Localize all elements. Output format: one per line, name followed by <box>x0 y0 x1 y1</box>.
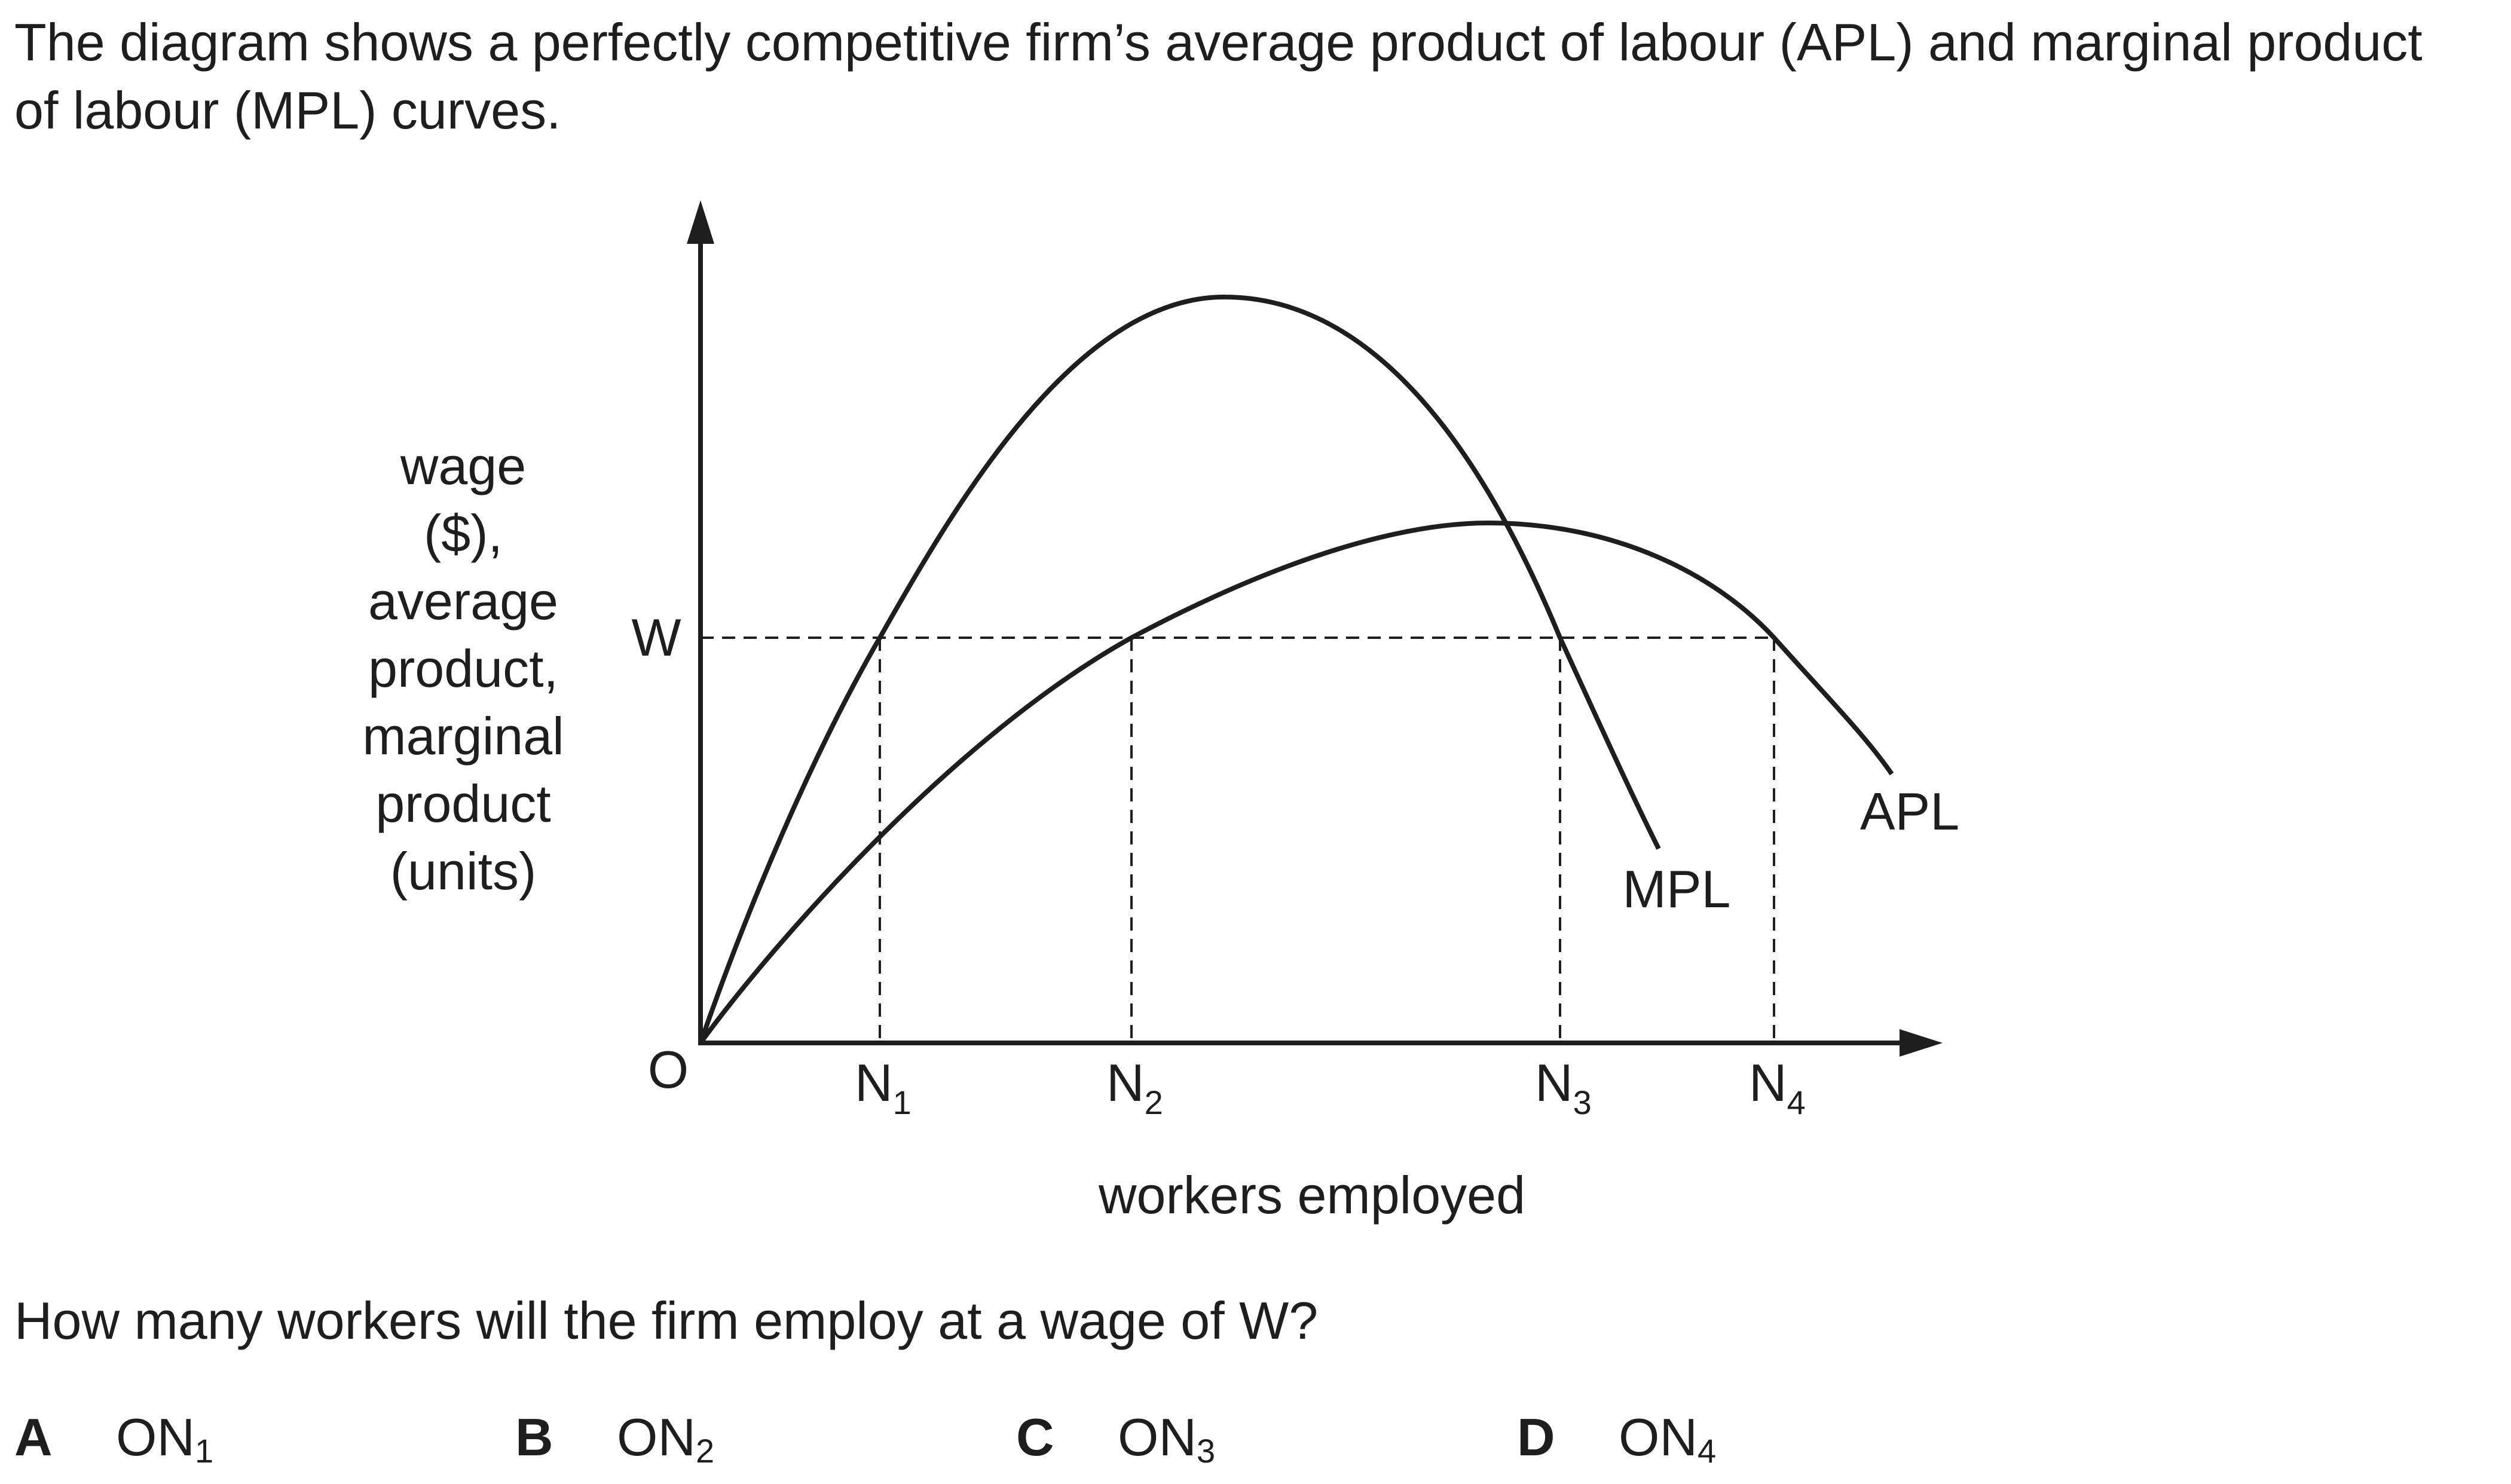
y-axis-arrowhead <box>687 200 714 244</box>
y-axis-label-line: average <box>368 571 558 631</box>
mpl-curve <box>698 294 1661 1044</box>
y-axis-label-line: (units) <box>390 842 537 901</box>
question-intro: The diagram shows a perfectly competitiv… <box>14 13 2423 140</box>
option-subscript: 4 <box>1698 1432 1717 1470</box>
x-axis-arrowhead <box>1900 1029 1943 1057</box>
option-a[interactable]: A ON1 <box>14 1405 213 1484</box>
x-tick-n2: N2 <box>1106 1053 1163 1121</box>
y-axis-label-line: marginal <box>362 706 564 766</box>
x-tick-n3: N3 <box>1535 1053 1592 1121</box>
option-text: ON <box>1619 1407 1698 1467</box>
option-subscript: 3 <box>1197 1432 1216 1470</box>
mpl-label: MPL <box>1623 859 1731 919</box>
option-c[interactable]: C ON3 <box>1016 1405 1215 1484</box>
x-tick-labels: N1 N2 N3 N4 <box>855 1053 1806 1121</box>
option-letter: B <box>515 1407 553 1467</box>
dashed-guides <box>701 637 1775 1043</box>
option-text: ON <box>617 1407 696 1467</box>
x-axis-label: workers employed <box>1098 1165 1525 1225</box>
y-axis-label: wage ($), average product, marginal prod… <box>362 436 564 901</box>
option-d[interactable]: D ON4 <box>1517 1405 1716 1484</box>
option-text: ON <box>116 1407 195 1467</box>
x-tick-n4: N4 <box>1749 1053 1806 1121</box>
option-subscript: 2 <box>696 1432 715 1470</box>
y-axis-label-line: wage <box>400 436 526 495</box>
origin-label: O <box>648 1040 689 1099</box>
option-text: ON <box>1118 1407 1197 1467</box>
apl-label: APL <box>1860 782 1959 841</box>
apl-curve <box>698 520 1894 1045</box>
option-subscript: 1 <box>195 1432 214 1470</box>
y-axis-label-line: ($), <box>424 504 503 563</box>
wage-label: W <box>631 608 681 667</box>
option-letter: A <box>14 1407 53 1467</box>
y-axis-label-line: product <box>375 774 551 833</box>
x-tick-n1: N1 <box>855 1053 912 1121</box>
option-letter: C <box>1016 1407 1054 1467</box>
question-text: How many workers will the firm employ at… <box>14 1291 1319 1350</box>
option-letter: D <box>1517 1407 1555 1467</box>
option-b[interactable]: B ON2 <box>515 1405 714 1484</box>
y-axis-label-line: product, <box>368 639 558 698</box>
